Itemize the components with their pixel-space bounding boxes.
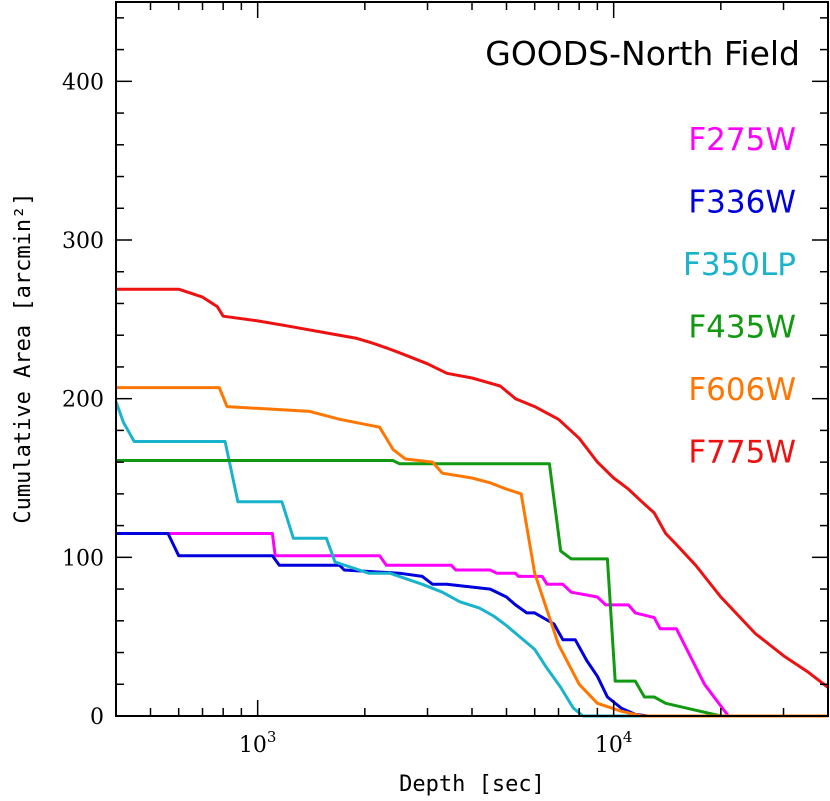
- series-line-f606w: [116, 386, 828, 718]
- legend-label-f275w: F275W: [688, 122, 796, 158]
- series-line-f775w: [116, 287, 829, 689]
- y-axis-title: Cumulative Area [arcmin²]: [11, 192, 36, 523]
- chart-title: GOODS-North Field: [485, 34, 800, 73]
- legend: F275W F336W F350LP F435W F606W F775W: [683, 122, 796, 471]
- y-tick-label: 200: [62, 388, 104, 413]
- legend-label-f336w: F336W: [688, 185, 796, 221]
- ticks-layer: [115, 2, 829, 717]
- series-layer: [114, 287, 829, 718]
- y-tick-label: 100: [62, 546, 104, 571]
- series-line-f350lp: [114, 401, 828, 718]
- legend-label-f606w: F606W: [688, 372, 796, 408]
- x-tick-label: 103: [239, 728, 277, 758]
- x-axis-title: Depth [sec]: [399, 772, 545, 797]
- series-line-f336w: [116, 532, 828, 718]
- x-tick-label: 104: [595, 728, 633, 758]
- legend-label-f350lp: F350LP: [683, 247, 796, 283]
- labels-layer: 0 100 200 300 400 103 104: [62, 70, 632, 758]
- legend-label-f775w: F775W: [688, 435, 796, 471]
- plot-frame: [115, 1, 829, 717]
- y-tick-label: 400: [62, 70, 104, 95]
- y-tick-label: 0: [90, 705, 104, 730]
- y-tick-label: 300: [62, 229, 104, 254]
- series-line-f435w: [116, 459, 828, 718]
- series-line-f275w: [116, 532, 828, 718]
- legend-label-f435w: F435W: [688, 310, 796, 346]
